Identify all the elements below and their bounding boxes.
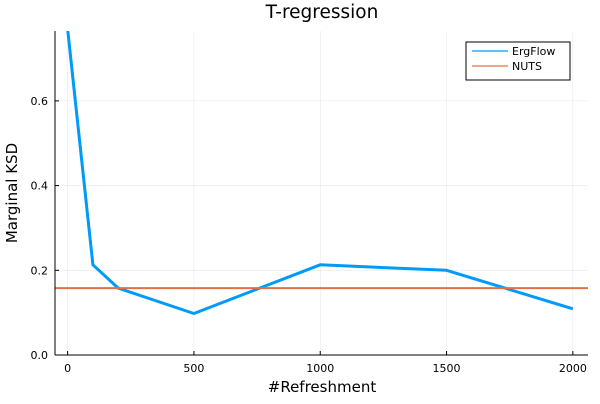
y-tick-label: 0.2 — [31, 264, 49, 277]
y-axis-title: Marginal KSD — [3, 143, 21, 243]
legend: ErgFlow NUTS — [465, 41, 571, 81]
series-line-ergflow — [66, 31, 574, 315]
x-tick-label: 2000 — [559, 362, 587, 375]
y-tick-label: 0.6 — [31, 95, 49, 108]
legend-label: NUTS — [512, 60, 542, 73]
x-tick-label: 1000 — [306, 362, 334, 375]
tick-labels: 0 500 1000 1500 2000 0.0 0.2 0.4 0.6 — [31, 95, 587, 375]
x-tick-label: 500 — [183, 362, 204, 375]
axes — [54, 31, 588, 356]
x-axis-title: #Refreshment — [268, 378, 377, 396]
legend-label: ErgFlow — [512, 45, 555, 58]
x-tick-label: 1500 — [433, 362, 461, 375]
series-layer — [55, 31, 588, 315]
x-tick-label: 0 — [64, 362, 71, 375]
chart-title: T-regression — [265, 2, 379, 23]
y-tick-label: 0.4 — [31, 180, 49, 193]
y-tick-label: 0.0 — [31, 349, 49, 362]
legend-box — [465, 41, 571, 81]
